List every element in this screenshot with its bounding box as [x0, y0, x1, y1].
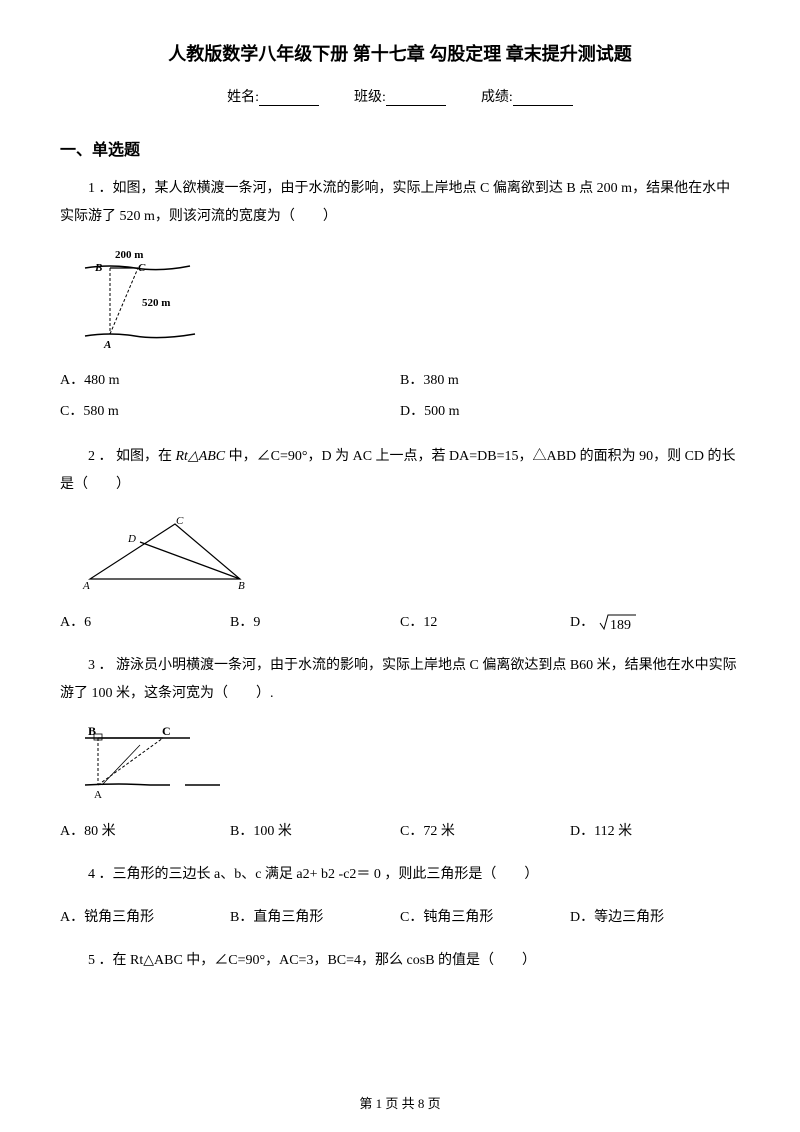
class-blank: [386, 90, 446, 106]
question-2-text: 2 ． 如图，在 Rt△ABC 中，∠C=90°，D 为 AC 上一点，若 DA…: [60, 443, 740, 499]
svg-text:B: B: [238, 580, 245, 592]
question-3-text: 3 ． 游泳员小明横渡一条河，由于水流的影响，实际上岸地点 C 偏离欲达到点 B…: [60, 652, 740, 708]
svg-text:B: B: [94, 262, 102, 274]
q2-opt-c: C．12: [400, 609, 570, 637]
svg-text:C: C: [176, 515, 184, 527]
q4-opt-d: D．等边三角形: [570, 904, 740, 932]
svg-text:C: C: [162, 724, 171, 738]
q3-opt-a: A．80 米: [60, 818, 230, 846]
q4-opt-a: A．锐角三角形: [60, 904, 230, 932]
q1-opt-c: C．580 m: [60, 397, 400, 428]
student-info-row: 姓名: 班级: 成绩:: [60, 86, 740, 106]
question-1-text: 1 ．如图，某人欲横渡一条河，由于水流的影响，实际上岸地点 C 偏离欲到达 B …: [60, 175, 740, 231]
q3-opt-d: D．112 米: [570, 818, 740, 846]
page-title: 人教版数学八年级下册 第十七章 勾股定理 章末提升测试题: [60, 40, 740, 66]
question-3-options: A．80 米 B．100 米 C．72 米 D．112 米: [60, 818, 740, 846]
svg-text:189: 189: [610, 618, 631, 633]
question-3-diagram: B C A: [80, 723, 740, 803]
svg-text:D: D: [127, 533, 136, 545]
q1-opt-d: D．500 m: [400, 397, 740, 428]
q3-opt-b: B．100 米: [230, 818, 400, 846]
svg-text:A: A: [103, 339, 111, 351]
q2-rt: Rt△ABC: [176, 449, 226, 464]
q2-prefix: 2 ． 如图，在: [88, 449, 176, 464]
question-1-diagram: 200 m B C 520 m A: [80, 246, 740, 351]
score-blank: [513, 90, 573, 106]
q1-opt-b: B．380 m: [400, 366, 740, 397]
q2-opt-b: B．9: [230, 609, 400, 637]
name-blank: [259, 90, 319, 106]
section-title: 一、单选题: [60, 136, 740, 160]
question-2-options: A．6 B．9 C．12 D． 189: [60, 609, 740, 637]
q3-opt-c: C．72 米: [400, 818, 570, 846]
svg-text:520 m: 520 m: [142, 297, 170, 309]
q2-opt-d: D． 189: [570, 609, 740, 637]
svg-text:B: B: [88, 724, 96, 738]
score-label: 成绩:: [481, 86, 513, 106]
class-label: 班级:: [354, 86, 386, 106]
svg-text:A: A: [82, 580, 90, 592]
q4-opt-b: B．直角三角形: [230, 904, 400, 932]
svg-text:200 m: 200 m: [115, 249, 143, 261]
svg-text:A: A: [94, 789, 102, 801]
svg-text:C: C: [138, 262, 146, 274]
question-1-options: A．480 m B．380 m C．580 m D．500 m: [60, 366, 740, 428]
name-label: 姓名:: [227, 86, 259, 106]
page-footer: 第 1 页 共 8 页: [0, 1093, 800, 1112]
q4-opt-c: C．钝角三角形: [400, 904, 570, 932]
question-5-text: 5 ．在 Rt△ABC 中，∠C=90°，AC=3，BC=4，那么 cosB 的…: [60, 947, 740, 975]
q1-opt-a: A．480 m: [60, 366, 400, 397]
question-4-options: A．锐角三角形 B．直角三角形 C．钝角三角形 D．等边三角形: [60, 904, 740, 932]
q2-opt-a: A．6: [60, 609, 230, 637]
question-4-text: 4 ．三角形的三边长 a、b、c 满足 a2+ b2 -c2＝ 0 ，则此三角形…: [60, 861, 740, 889]
question-2-diagram: A B C D: [80, 514, 740, 594]
